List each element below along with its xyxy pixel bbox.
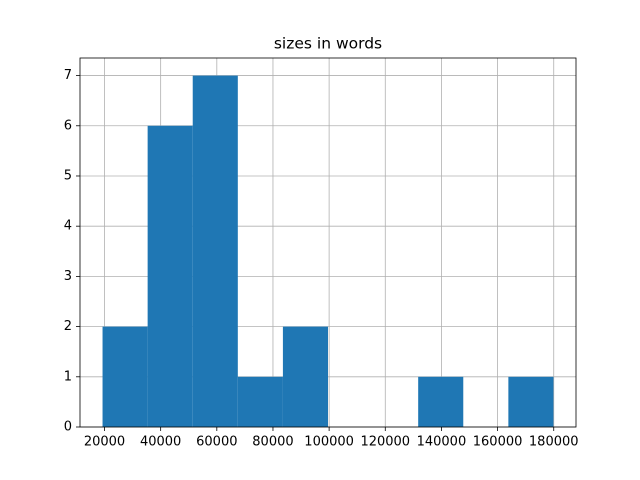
y-tick-label: 3 bbox=[64, 269, 72, 284]
y-tick-label: 5 bbox=[64, 168, 72, 183]
x-tick-label: 140000 bbox=[417, 435, 467, 450]
plot-frame bbox=[79, 57, 577, 428]
bar bbox=[282, 326, 328, 427]
bar bbox=[418, 376, 464, 427]
y-tick-label: 6 bbox=[64, 118, 72, 133]
x-tick-label: 60000 bbox=[196, 435, 237, 450]
y-tick-label: 2 bbox=[64, 319, 72, 334]
x-tick-label: 40000 bbox=[140, 435, 181, 450]
y-tick-label: 0 bbox=[64, 420, 72, 435]
y-tick-label: 1 bbox=[64, 369, 72, 384]
y-tick-label: 4 bbox=[64, 219, 72, 234]
bar bbox=[102, 326, 148, 427]
x-tick-label: 20000 bbox=[84, 435, 125, 450]
x-tick-label: 180000 bbox=[529, 435, 579, 450]
x-tick-label: 120000 bbox=[360, 435, 410, 450]
bar bbox=[508, 376, 554, 427]
bar bbox=[237, 376, 283, 427]
bar bbox=[147, 125, 193, 427]
y-tick-label: 7 bbox=[64, 68, 72, 83]
x-tick-label: 80000 bbox=[252, 435, 293, 450]
bar bbox=[192, 75, 238, 428]
chart-title: sizes in words bbox=[274, 35, 382, 53]
x-tick-label: 160000 bbox=[473, 435, 523, 450]
x-tick-label: 100000 bbox=[304, 435, 354, 450]
